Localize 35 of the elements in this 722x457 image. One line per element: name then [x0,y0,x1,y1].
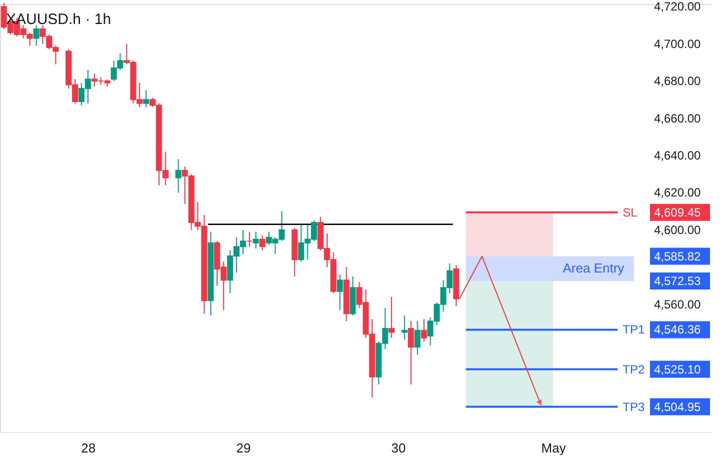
x-tick-label: 29 [236,440,251,456]
candlestick [143,90,150,108]
x-tick-label: May [541,440,566,456]
candlestick [252,231,259,250]
candlestick [408,320,414,385]
y-tick-label: 4,600.00 [654,222,702,237]
y-tick-label: 4,504.95 [654,400,702,414]
candlestick [33,24,40,46]
y-tick-label: 4,640.00 [654,148,702,162]
y-tick-label: 4,560.00 [654,297,702,312]
y-tick-label: 4,585.82 [654,249,702,264]
y-tick-label: 4,572.53 [654,274,702,288]
candlestick [420,318,427,342]
candlestick [259,234,266,251]
y-tick-label: 4,700.00 [654,36,702,51]
y-tick-label: 4,680.00 [654,74,702,88]
y-tick-label: 4,620.00 [654,186,702,200]
candlestick [175,158,182,194]
ref-line-label: TP2 [622,362,646,376]
x-tick-label: 30 [391,440,406,456]
y-tick-label: 4,720.00 [654,0,702,14]
x-tick-label: 28 [81,440,96,456]
y-tick-label: 4,546.36 [654,322,702,337]
band-label: Area Entry [562,260,625,276]
ref-line-label: TP3 [622,400,646,414]
candlestick [414,320,420,356]
ref-line-label: TP1 [622,322,646,337]
candlestick [402,315,408,340]
y-tick-label: 4,525.10 [654,362,702,376]
candlestick [388,296,395,338]
y-tick-label: 4,660.00 [654,111,702,126]
ref-line-label: SL [622,205,638,220]
candlestick [246,231,252,248]
y-tick-label: 4,609.45 [654,205,702,220]
candlestick [336,274,343,310]
